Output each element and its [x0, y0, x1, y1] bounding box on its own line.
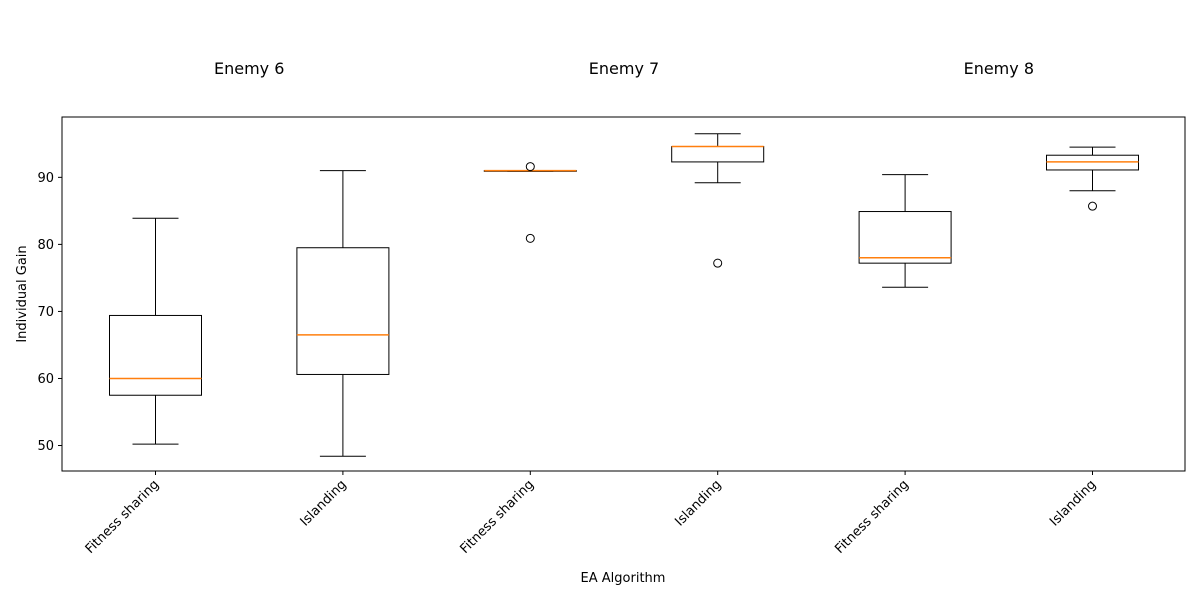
box-body — [858, 211, 952, 264]
group-title: Enemy 6 — [214, 59, 284, 78]
x-axis: Fitness sharing Islanding Fitness sharing I… — [83, 471, 1099, 557]
y-tick-label: 60 — [37, 372, 54, 387]
plot-frame — [61, 116, 1186, 472]
x-tick-label: Islanding — [1047, 477, 1099, 529]
outlier-point — [713, 258, 723, 268]
y-tick-label: 90 — [37, 171, 54, 186]
x-tick-label: Fitness sharing — [832, 477, 912, 557]
box-1 — [296, 170, 390, 457]
box-0 — [109, 217, 202, 445]
y-tick-label: 80 — [37, 238, 54, 253]
box-body — [296, 247, 390, 375]
x-axis-title: EA Algorithm — [581, 571, 666, 586]
x-tick-label: Islanding — [672, 477, 724, 529]
boxes-layer — [109, 133, 1139, 457]
x-tick-label: Fitness sharing — [458, 477, 538, 557]
plot-area-border — [61, 116, 1186, 472]
y-tick-label: 70 — [37, 305, 54, 320]
x-tick-label: Fitness sharing — [83, 477, 163, 557]
outlier-point — [525, 162, 535, 172]
box-3 — [671, 133, 765, 268]
group-title: Enemy 7 — [589, 59, 659, 78]
group-titles: Enemy 6 Enemy 7 Enemy 8 — [214, 59, 1034, 78]
box-2 — [483, 162, 577, 243]
y-tick-label: 50 — [37, 439, 54, 454]
y-axis: 50 60 70 80 90 — [37, 171, 62, 454]
box-5 — [1046, 146, 1139, 211]
outlier-point — [525, 233, 535, 243]
box-body — [109, 314, 202, 396]
y-axis-title: Individual Gain — [15, 245, 30, 342]
box-body — [671, 146, 765, 163]
box-4 — [858, 174, 952, 288]
x-tick-label: Islanding — [298, 477, 350, 529]
outlier-point — [1088, 201, 1097, 211]
group-title: Enemy 8 — [964, 59, 1034, 78]
